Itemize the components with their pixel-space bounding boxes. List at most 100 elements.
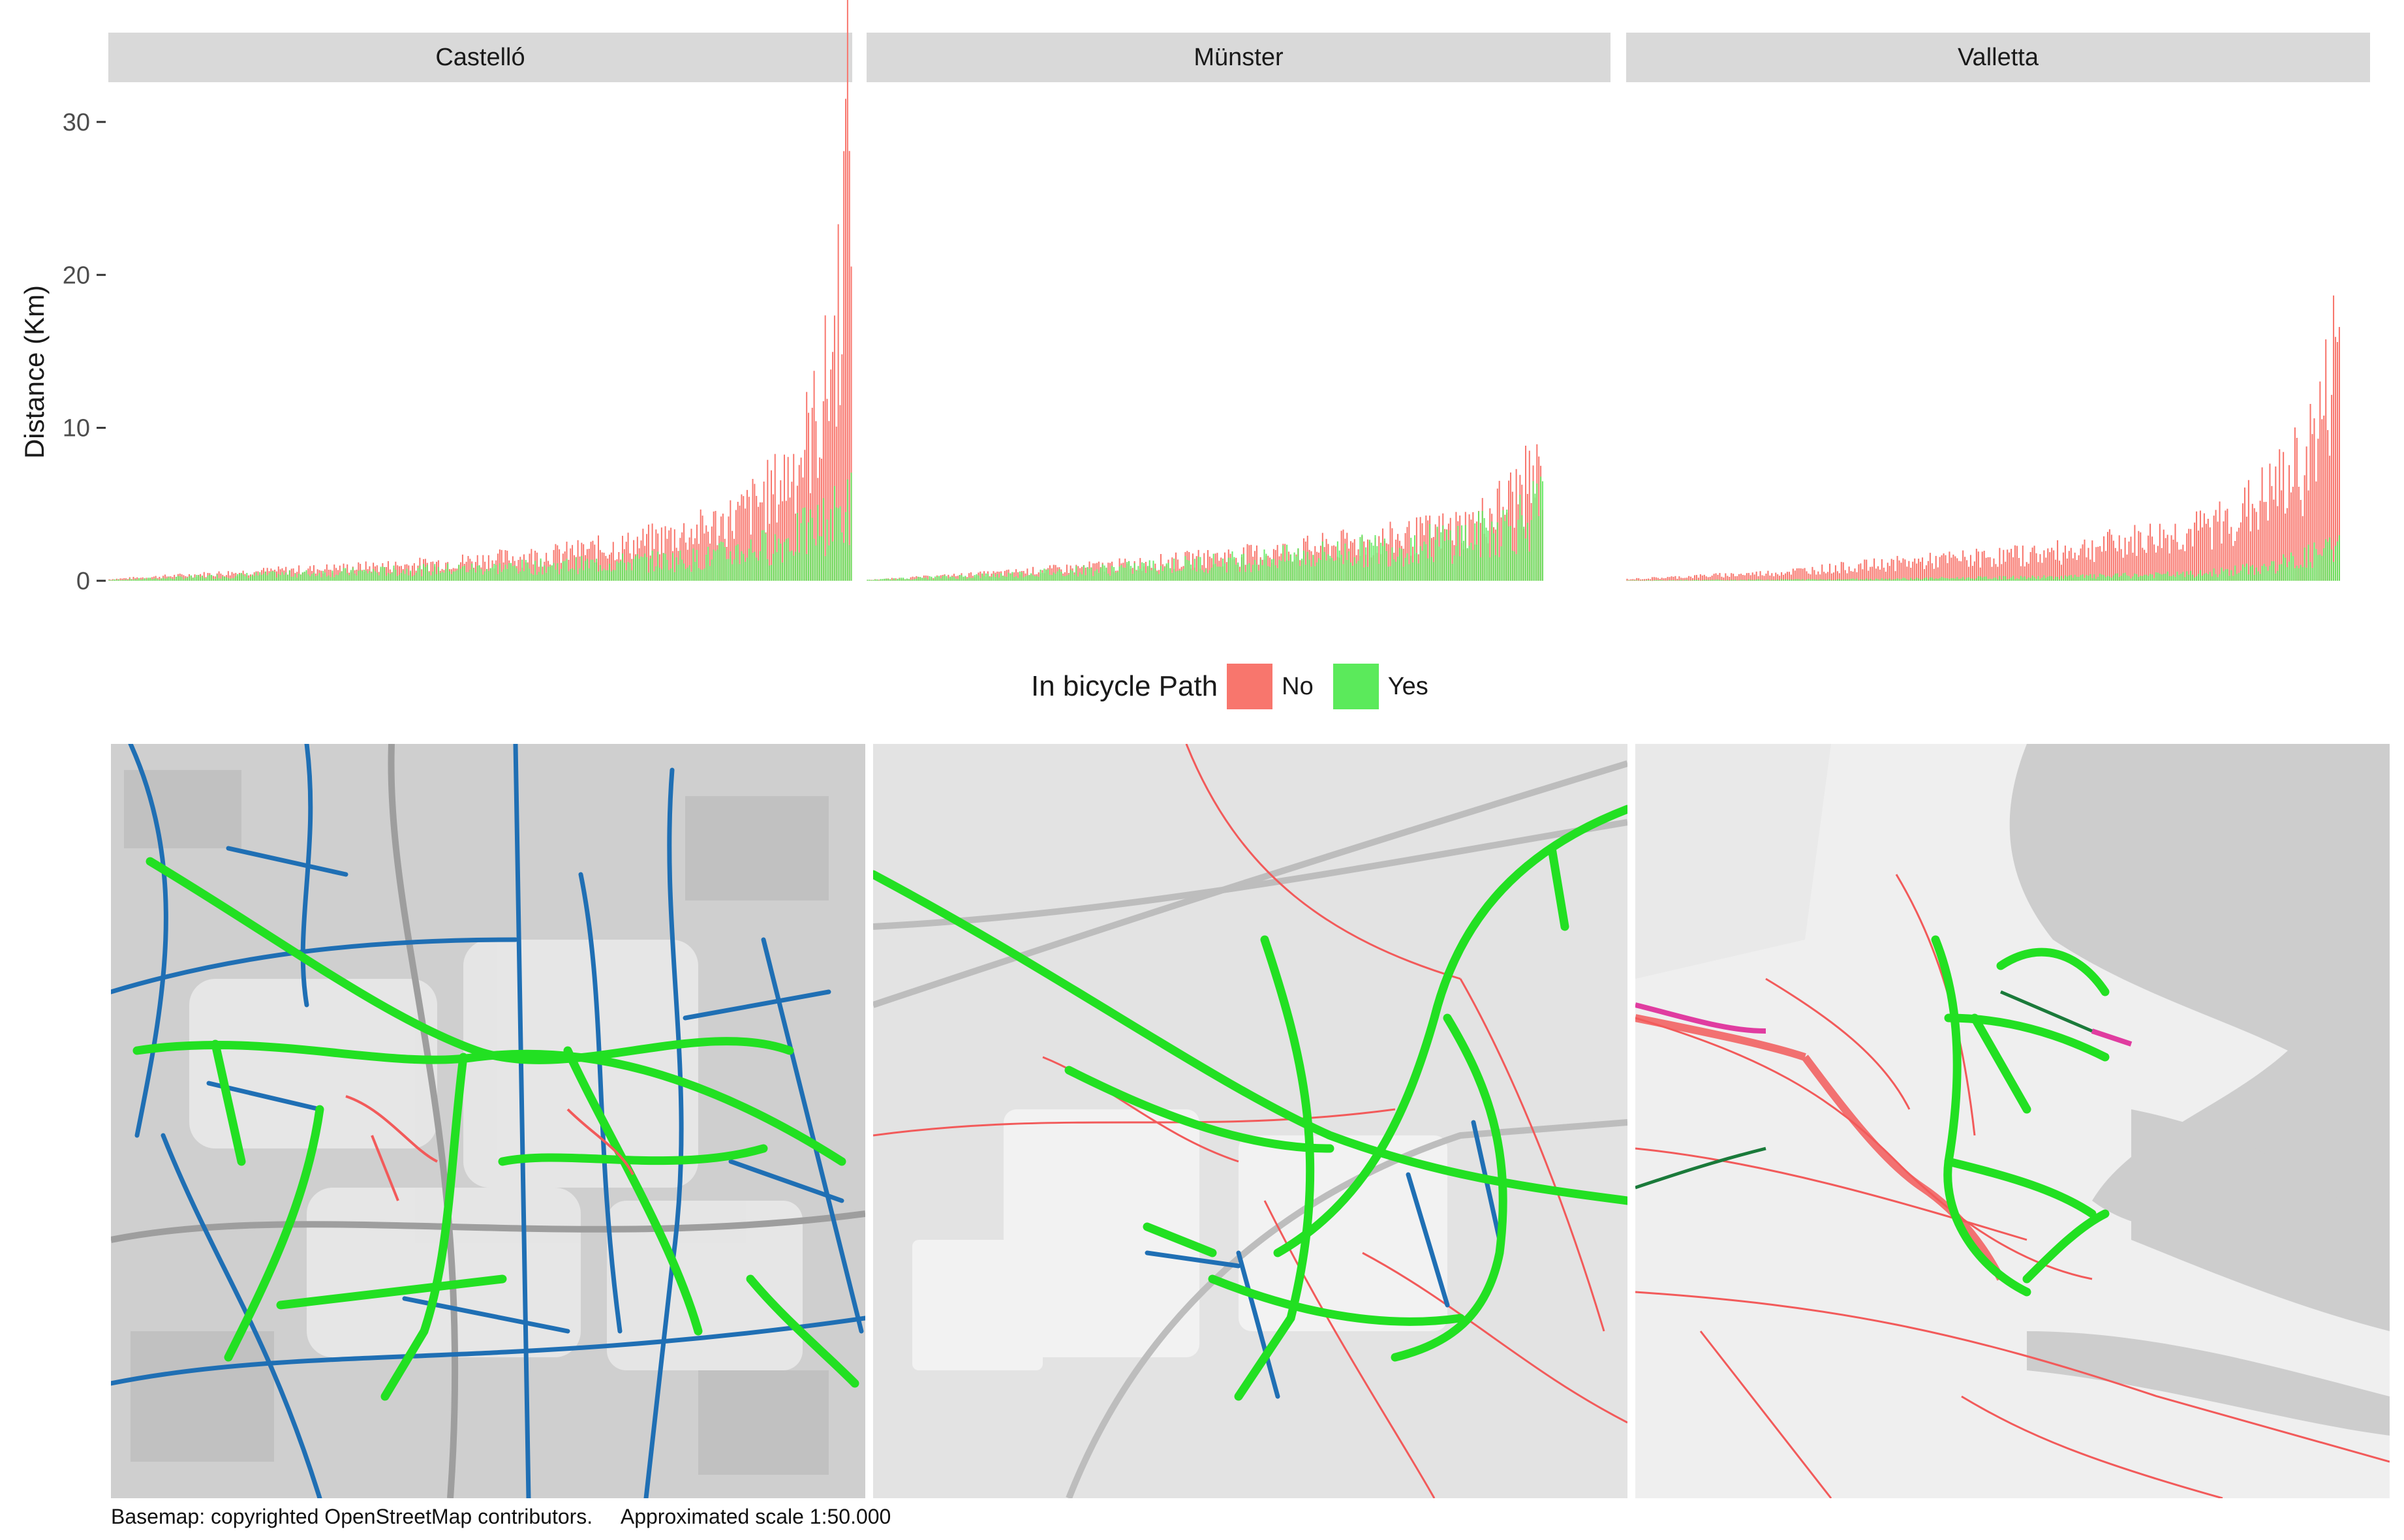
bar-Castelló-no-92 (279, 569, 281, 581)
bar-Valletta-yes-311 (2227, 568, 2228, 581)
bar-Valletta-yes-200 (2012, 576, 2014, 581)
bar-Münster-yes-117 (1086, 567, 1088, 581)
bar-Castelló-yes-227 (531, 573, 532, 581)
bar-Münster-yes-68 (994, 577, 996, 581)
bar-Valletta-no-184 (1981, 551, 1983, 581)
bar-Münster-yes-325 (1477, 511, 1479, 581)
bar-Münster-yes-268 (1370, 542, 1372, 581)
bar-Valletta-yes-314 (2232, 576, 2234, 581)
bar-Castelló-yes-144 (376, 572, 378, 581)
bar-Valletta-no-238 (2086, 557, 2088, 581)
bar-Münster-yes-201 (1244, 572, 1246, 581)
bar-Valletta-yes-344 (2290, 552, 2292, 581)
bar-Castelló-no-263 (597, 535, 599, 581)
bar-Valletta-yes-366 (2333, 562, 2335, 581)
bar-Castelló-yes-290 (647, 572, 649, 581)
bar-Münster-yes-205 (1252, 564, 1254, 581)
bar-Castelló-no-240 (555, 544, 557, 581)
bar-Valletta-no-132 (1881, 559, 1883, 581)
bar-Castelló-yes-267 (605, 570, 607, 581)
bar-Castelló-no-342 (745, 508, 747, 581)
bar-Valletta-yes-96 (1811, 579, 1813, 581)
bar-Castelló-no-117 (326, 564, 328, 581)
bar-Münster-yes-163 (1173, 558, 1175, 581)
bar-Münster-no-60 (979, 571, 981, 581)
bar-Valletta-no-240 (2089, 559, 2091, 581)
bar-Münster-yes-160 (1167, 562, 1169, 581)
bar-Münster-yes-158 (1163, 567, 1165, 581)
bar-Castelló-no-366 (789, 497, 791, 581)
bar-Münster-yes-243 (1323, 551, 1325, 581)
bar-Valletta-yes-37 (1697, 580, 1699, 581)
bar-Valletta-no-358 (2317, 439, 2319, 581)
bar-Castelló-yes-32 (168, 577, 170, 581)
bar-Valletta-no-299 (2203, 513, 2205, 581)
bar-Münster-no-128 (1107, 562, 1109, 581)
bar-Münster-yes-165 (1177, 570, 1179, 581)
bar-Castelló-no-101 (296, 572, 298, 581)
bar-Valletta-yes-205 (2022, 577, 2024, 581)
bar-Münster-yes-102 (1058, 569, 1060, 581)
bar-Castelló-no-202 (484, 561, 486, 581)
bar-Valletta-yes-302 (2209, 572, 2211, 581)
bar-Valletta-yes-153 (1921, 579, 1924, 581)
bar-Castelló-yes-57 (214, 579, 216, 581)
bar-Münster-yes-141 (1132, 574, 1133, 581)
bar-Valletta-yes-50 (1723, 580, 1725, 581)
bar-Valletta-yes-64 (1749, 579, 1751, 581)
bar-Castelló-no-340 (741, 494, 743, 581)
bar-Münster-yes-256 (1348, 551, 1350, 581)
bar-Münster-yes-276 (1385, 551, 1387, 581)
bar-Münster-yes-359 (1541, 481, 1543, 581)
bar-Valletta-yes-250 (2108, 576, 2110, 581)
bar-Castelló-yes-299 (664, 553, 666, 581)
bar-Castelló-yes-371 (798, 552, 800, 581)
bar-Castelló-yes-384 (822, 498, 824, 581)
bar-Münster-yes-332 (1491, 521, 1493, 581)
bar-Castelló-yes-89 (274, 572, 276, 581)
bar-Valletta-yes-148 (1912, 579, 1914, 581)
bar-Valletta-no-139 (1894, 571, 1896, 581)
bar-Valletta-yes-45 (1713, 580, 1715, 581)
bar-Castelló-yes-380 (815, 545, 817, 581)
bar-Valletta-no-79 (1779, 576, 1781, 581)
bar-Valletta-no-364 (2329, 455, 2331, 581)
bar-Castelló-no-226 (529, 553, 531, 581)
bar-Münster-no-202 (1246, 544, 1248, 581)
bar-Valletta-no-0 (1626, 578, 1628, 581)
bar-Castelló-yes-326 (715, 551, 717, 581)
bar-Castelló-no-296 (659, 554, 661, 581)
bar-Münster-yes-22 (908, 579, 910, 581)
bar-Münster-no-26 (916, 576, 917, 581)
bar-Münster-yes-51 (963, 576, 964, 581)
bar-Castelló-no-112 (316, 569, 318, 581)
bar-Münster-yes-28 (919, 577, 921, 581)
bar-Valletta-yes-99 (1817, 579, 1819, 581)
bar-Valletta-no-143 (1902, 558, 1904, 581)
bar-Münster-yes-195 (1233, 557, 1235, 581)
bar-Münster-no-54 (968, 573, 970, 581)
bar-Münster-yes-269 (1372, 546, 1374, 581)
bar-Münster-yes-116 (1085, 575, 1086, 581)
bar-Castelló-yes-203 (485, 568, 487, 581)
bar-Valletta-yes-145 (1906, 579, 1908, 581)
bar-Valletta-yes-123 (1864, 579, 1866, 581)
bar-Münster-yes-244 (1325, 560, 1327, 581)
bar-Valletta-yes-130 (1877, 579, 1879, 581)
bar-Valletta-no-126 (1870, 566, 1872, 581)
bar-Münster-no-32 (927, 576, 929, 581)
bar-Castelló-yes-156 (399, 574, 401, 581)
bar-Münster-yes-252 (1340, 555, 1342, 581)
bar-Castelló-yes-107 (307, 574, 309, 581)
bar-Valletta-no-96 (1811, 566, 1813, 581)
bar-Castelló-no-255 (583, 544, 585, 581)
bar-Castelló-yes-196 (473, 568, 475, 581)
bar-Castelló-yes-48 (198, 575, 200, 581)
bar-Castelló-yes-349 (758, 560, 760, 581)
bar-Valletta-no-70 (1761, 575, 1763, 581)
bar-Castelló-yes-30 (164, 578, 166, 581)
bar-Münster-no-272 (1378, 536, 1380, 581)
bar-Valletta-no-338 (2279, 449, 2281, 581)
bar-Castelló-yes-379 (813, 538, 815, 581)
